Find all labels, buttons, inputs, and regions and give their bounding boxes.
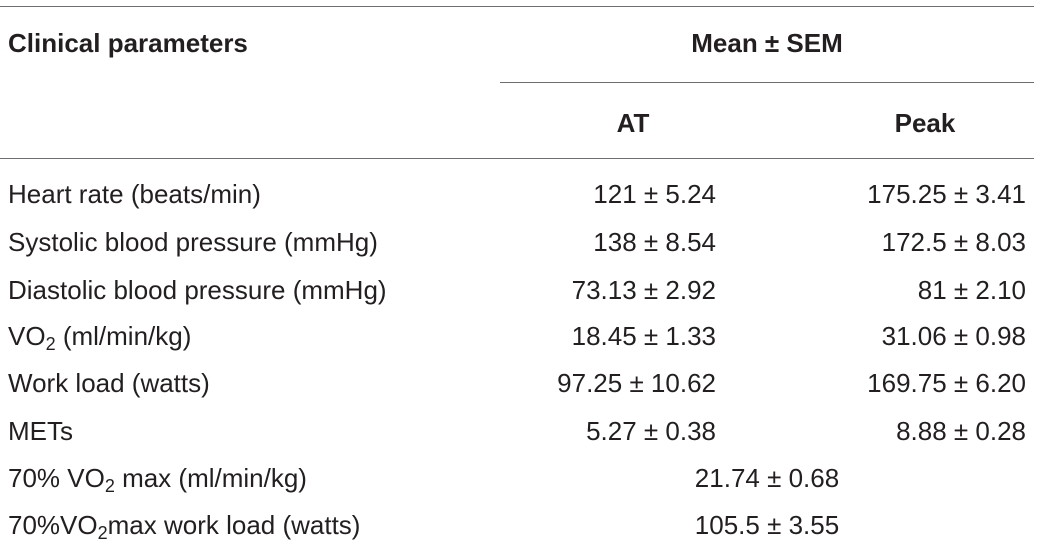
param-cell: METs: [8, 416, 73, 446]
peak-value-cell: 81 ± 2.10: [917, 275, 1026, 305]
param-text: 70%VO: [8, 510, 98, 540]
header-at: AT: [616, 108, 650, 138]
table-row-diastolic-bp: Diastolic blood pressure (mmHg) 73.13 ± …: [0, 275, 1040, 323]
param-cell: Systolic blood pressure (mmHg): [8, 227, 378, 257]
table-row-70-vo2-max-work-load: 70%VO2max work load (watts) 105.5 ± 3.55: [0, 510, 1040, 558]
param-text: VO: [8, 321, 46, 351]
at-value-cell: 138 ± 8.54: [593, 227, 716, 257]
table-row-vo2: VO2 (ml/min/kg) 18.45 ± 1.33 31.06 ± 0.9…: [0, 321, 1040, 369]
spanning-value-cell: 21.74 ± 0.68: [694, 463, 840, 493]
at-value-cell: 18.45 ± 1.33: [571, 321, 716, 351]
table-row-work-load: Work load (watts) 97.25 ± 10.62 169.75 ±…: [0, 368, 1040, 416]
param-text-suffix: max (ml/min/kg): [114, 463, 307, 493]
table-row-systolic-bp: Systolic blood pressure (mmHg) 138 ± 8.5…: [0, 227, 1040, 275]
param-cell: Diastolic blood pressure (mmHg): [8, 275, 387, 305]
at-value-cell: 73.13 ± 2.92: [571, 275, 716, 305]
header-clinical-parameters: Clinical parameters: [8, 28, 248, 58]
table-row-heart-rate: Heart rate (beats/min) 121 ± 5.24 175.25…: [0, 179, 1040, 227]
param-subscript: 2: [45, 334, 56, 354]
param-cell: Work load (watts): [8, 368, 210, 398]
param-subscript: 2: [104, 476, 115, 496]
header-bottom-rule: [0, 158, 1034, 159]
param-cell: 70% VO2 max (ml/min/kg): [8, 463, 307, 496]
param-text-suffix: (ml/min/kg): [55, 321, 192, 351]
param-cell: 70%VO2max work load (watts): [8, 510, 361, 543]
peak-value-cell: 175.25 ± 3.41: [867, 179, 1026, 209]
header-mean-sem: Mean ± SEM: [691, 28, 843, 58]
spanning-value-cell: 105.5 ± 3.55: [694, 510, 840, 540]
peak-value-cell: 169.75 ± 6.20: [867, 368, 1026, 398]
peak-value-cell: 8.88 ± 0.28: [896, 416, 1026, 446]
at-value-cell: 5.27 ± 0.38: [586, 416, 716, 446]
at-value-cell: 121 ± 5.24: [593, 179, 716, 209]
group-header-rule: [500, 82, 1034, 83]
peak-value-cell: 31.06 ± 0.98: [881, 321, 1026, 351]
param-cell: Heart rate (beats/min): [8, 179, 261, 209]
param-text-suffix: max work load (watts): [107, 510, 361, 540]
header-peak: Peak: [894, 108, 956, 138]
param-text: 70% VO: [8, 463, 105, 493]
table-row-mets: METs 5.27 ± 0.38 8.88 ± 0.28: [0, 416, 1040, 464]
table-row-70-vo2-max: 70% VO2 max (ml/min/kg) 21.74 ± 0.68: [0, 463, 1040, 511]
table-top-rule: [0, 6, 1034, 7]
peak-value-cell: 172.5 ± 8.03: [881, 227, 1026, 257]
param-subscript: 2: [97, 523, 108, 543]
at-value-cell: 97.25 ± 10.62: [557, 368, 716, 398]
param-cell: VO2 (ml/min/kg): [8, 321, 192, 354]
